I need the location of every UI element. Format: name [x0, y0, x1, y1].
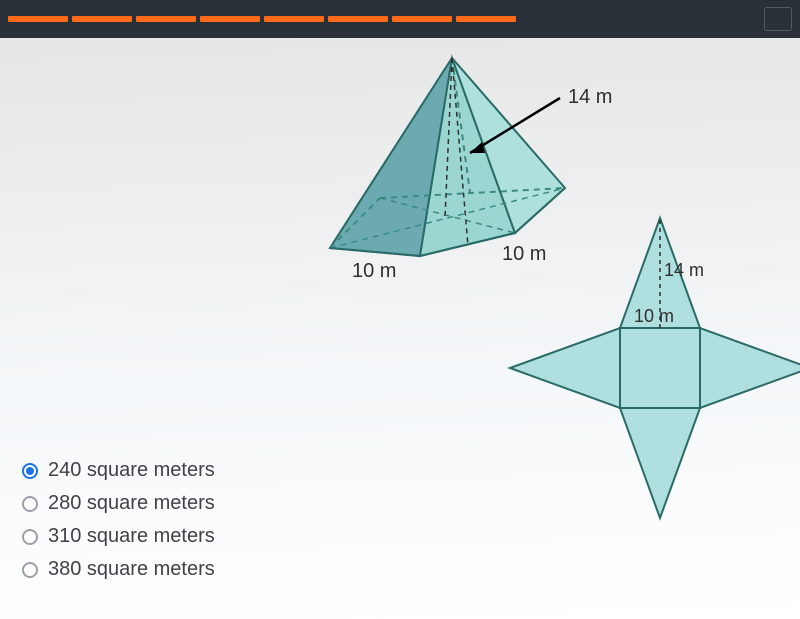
radio-selected-icon[interactable] [22, 463, 38, 479]
toolbar-button[interactable] [764, 7, 792, 31]
choice-text: 310 square meters [48, 525, 215, 548]
radio-icon[interactable] [22, 496, 38, 512]
choice-text: 240 square meters [48, 459, 215, 482]
tab-4[interactable] [200, 16, 260, 22]
tab-6[interactable] [328, 16, 388, 22]
tab-5[interactable] [264, 16, 324, 22]
net-side-label: 10 m [634, 306, 674, 327]
choice-text: 280 square meters [48, 492, 215, 515]
question-area: 14 m 10 m 10 m 14 m 10 m 240 square mete… [0, 38, 800, 619]
navigation-tabs-bar [0, 0, 800, 38]
answer-choices: 240 square meters 280 square meters 310 … [22, 459, 215, 591]
choice-380[interactable]: 380 square meters [22, 558, 215, 581]
choice-240[interactable]: 240 square meters [22, 459, 215, 482]
choice-310[interactable]: 310 square meters [22, 525, 215, 548]
radio-icon[interactable] [22, 529, 38, 545]
choice-text: 380 square meters [48, 558, 215, 581]
choice-280[interactable]: 280 square meters [22, 492, 215, 515]
tab-7[interactable] [392, 16, 452, 22]
tab-2[interactable] [72, 16, 132, 22]
radio-icon[interactable] [22, 562, 38, 578]
net-height-label: 14 m [664, 260, 704, 281]
tab-3[interactable] [136, 16, 196, 22]
tab-1[interactable] [8, 16, 68, 22]
tab-8[interactable] [456, 16, 516, 22]
